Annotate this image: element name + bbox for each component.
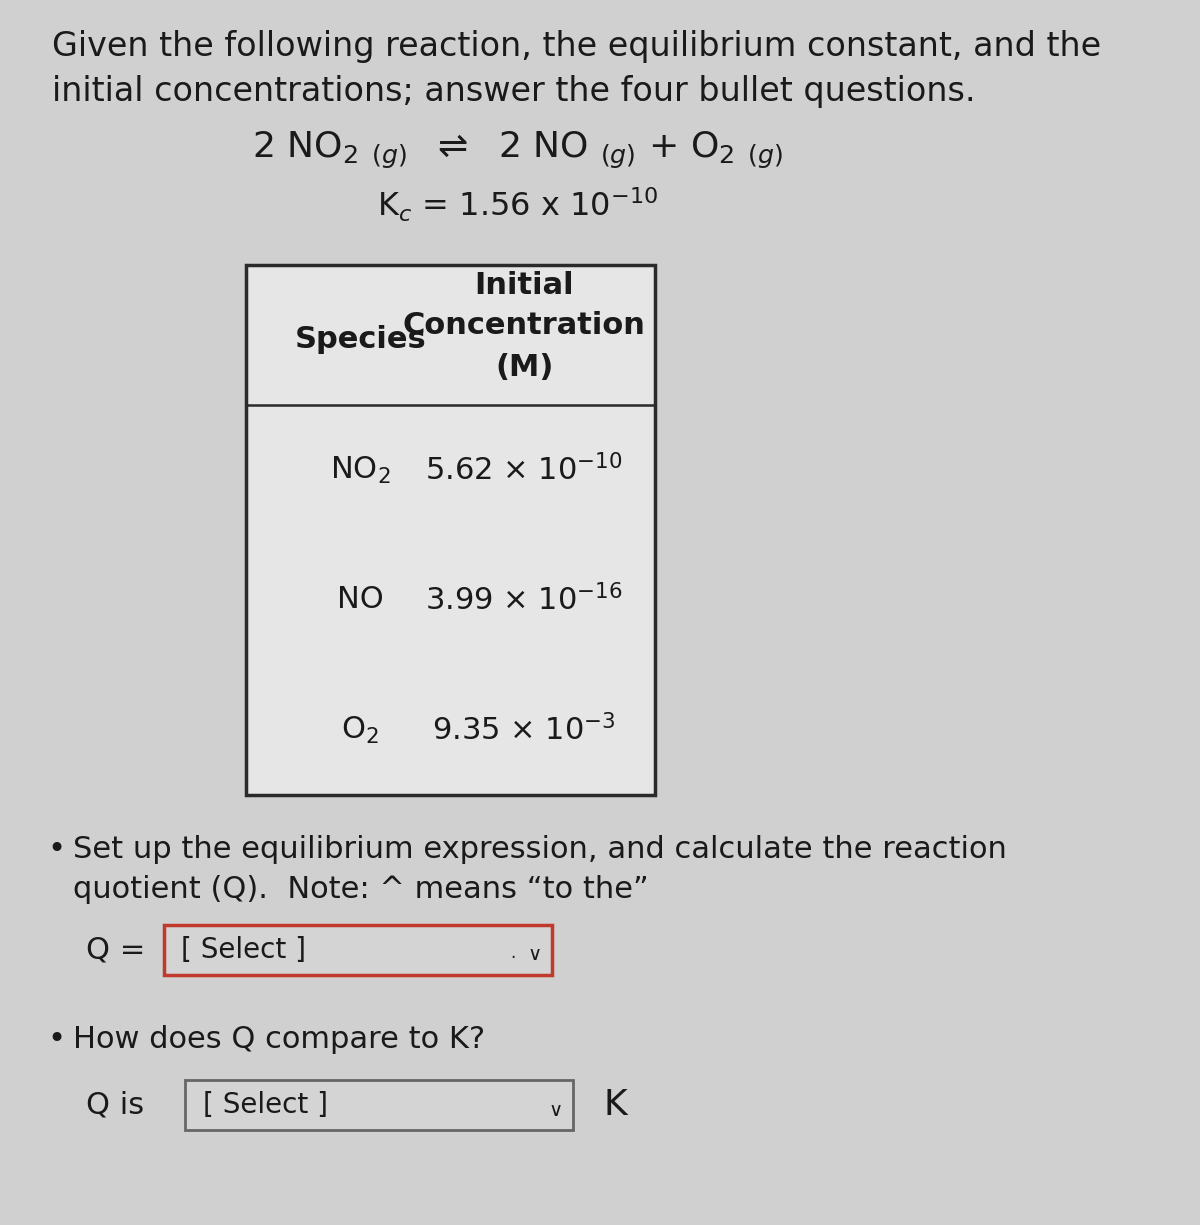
Text: 9.35 $\times$ 10$^{-3}$: 9.35 $\times$ 10$^{-3}$	[432, 714, 616, 746]
Text: Q =: Q =	[86, 936, 145, 964]
Text: [ Select ]: [ Select ]	[203, 1091, 328, 1118]
Text: .: .	[510, 944, 516, 962]
FancyBboxPatch shape	[163, 925, 552, 975]
Text: (M): (M)	[494, 354, 553, 382]
Text: Given the following reaction, the equilibrium constant, and the: Given the following reaction, the equili…	[52, 29, 1100, 62]
FancyBboxPatch shape	[185, 1080, 574, 1129]
Text: 3.99 $\times$ 10$^{-16}$: 3.99 $\times$ 10$^{-16}$	[425, 584, 623, 616]
Text: •: •	[48, 835, 66, 864]
Text: Set up the equilibrium expression, and calculate the reaction: Set up the equilibrium expression, and c…	[73, 835, 1007, 864]
Text: ∨: ∨	[548, 1100, 563, 1120]
Text: quotient (Q).  Note: ^ means “to the”: quotient (Q). Note: ^ means “to the”	[73, 875, 649, 904]
Text: 5.62 $\times$ 10$^{-10}$: 5.62 $\times$ 10$^{-10}$	[425, 453, 623, 486]
Text: NO$_2$: NO$_2$	[330, 454, 391, 485]
Text: [ Select ]: [ Select ]	[181, 936, 306, 964]
Text: 2 NO$_2$ $_{(g)}$  $\rightleftharpoons$  2 NO $_{(g)}$ + O$_2$ $_{(g)}$: 2 NO$_2$ $_{(g)}$ $\rightleftharpoons$ 2…	[252, 130, 782, 170]
Text: initial concentrations; answer the four bullet questions.: initial concentrations; answer the four …	[52, 75, 976, 108]
Text: Initial: Initial	[474, 271, 574, 299]
Text: •: •	[48, 1025, 66, 1054]
Text: Q is: Q is	[86, 1090, 144, 1120]
Text: K: K	[604, 1088, 628, 1122]
FancyBboxPatch shape	[246, 265, 655, 795]
Text: K$_c$ = 1.56 x 10$^{-10}$: K$_c$ = 1.56 x 10$^{-10}$	[377, 186, 658, 224]
Text: O$_2$: O$_2$	[342, 714, 379, 746]
Text: NO: NO	[337, 586, 384, 615]
Text: Species: Species	[294, 326, 426, 354]
Text: Concentration: Concentration	[403, 310, 646, 339]
Text: ∨: ∨	[527, 946, 541, 964]
Text: How does Q compare to K?: How does Q compare to K?	[73, 1025, 485, 1054]
